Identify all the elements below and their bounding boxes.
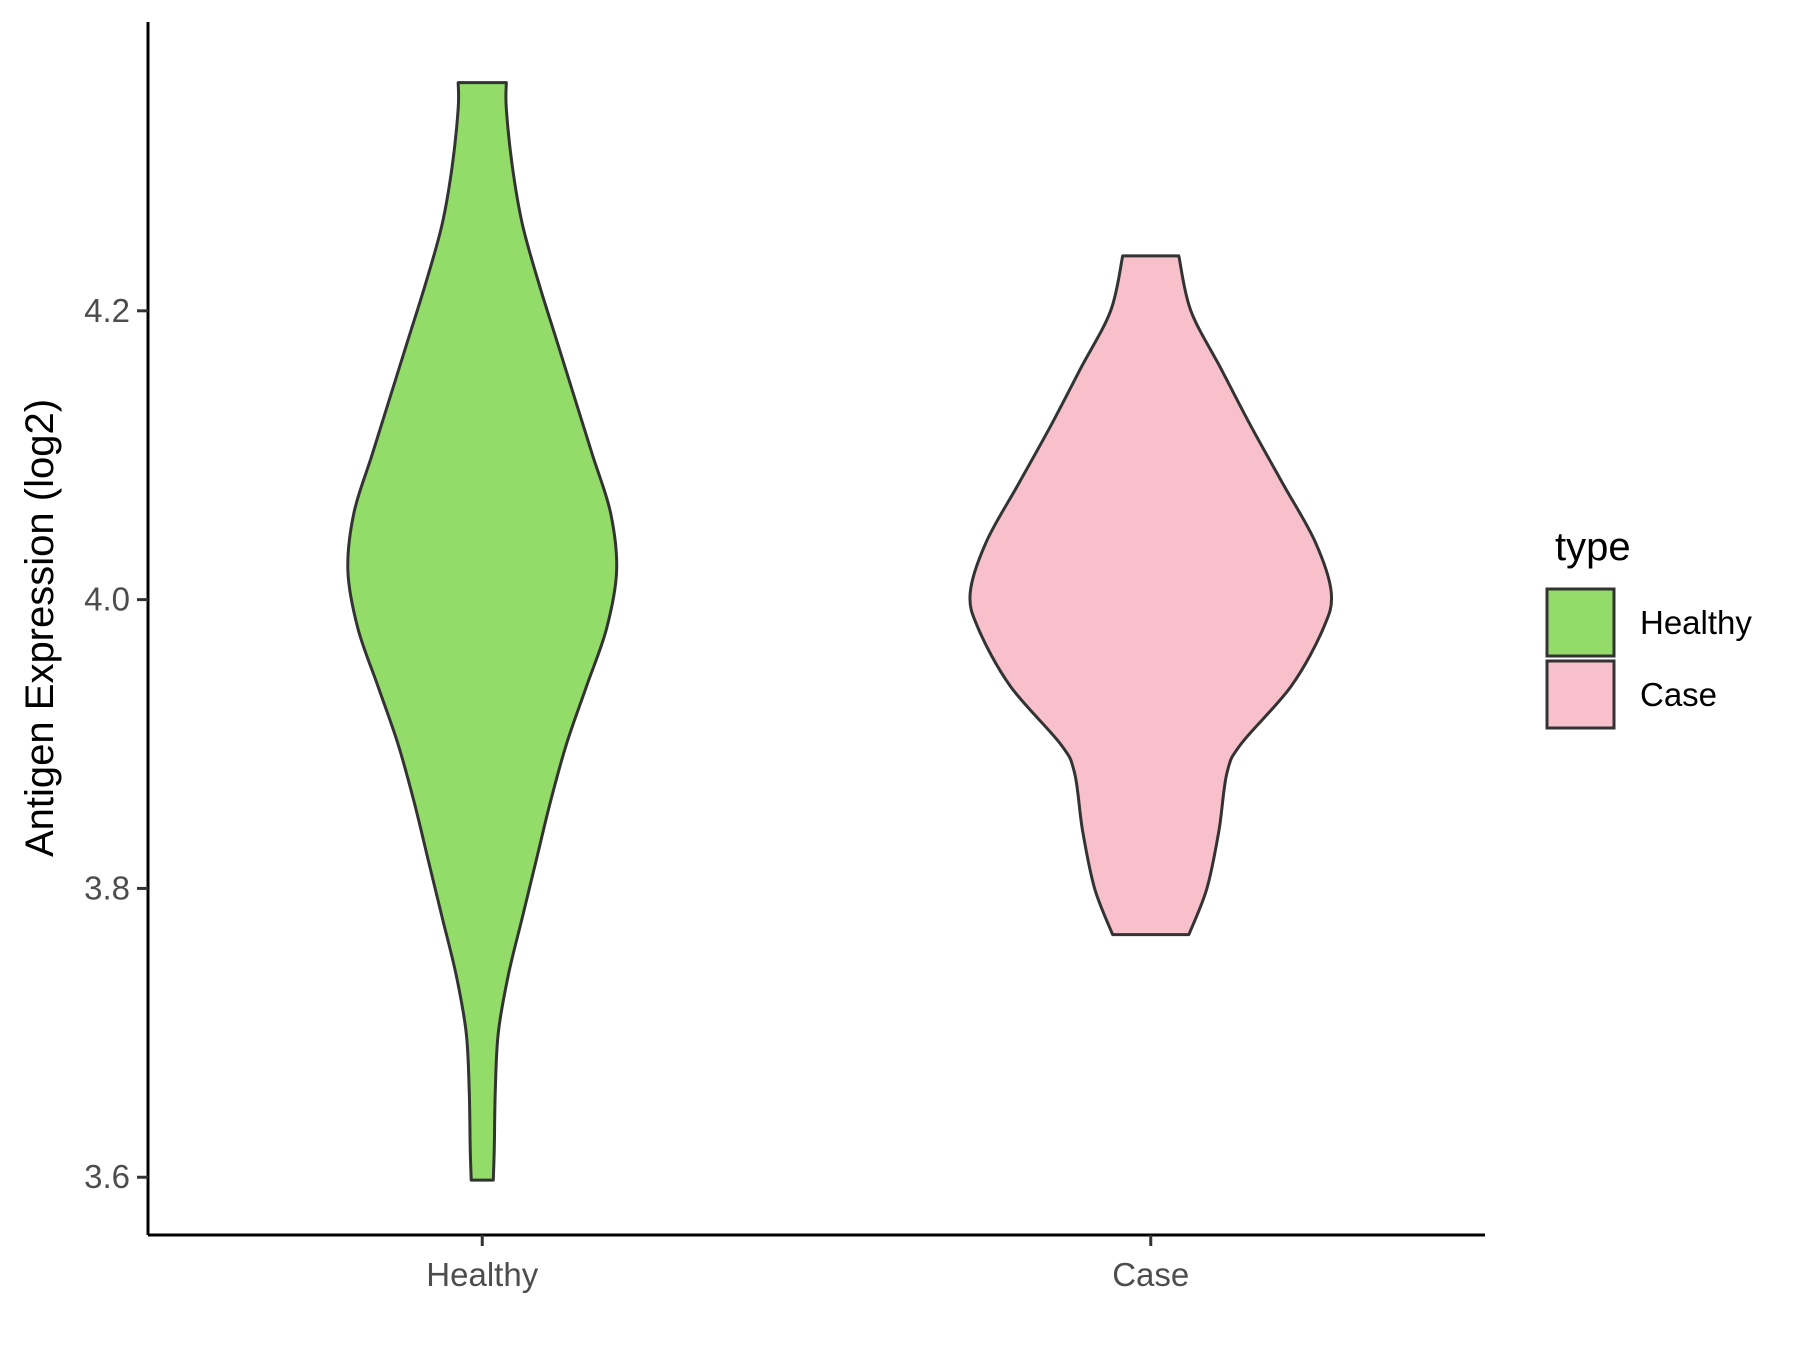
legend-swatch-case: [1545, 659, 1616, 730]
legend-label-case: Case: [1640, 676, 1717, 713]
legend-label-healthy: Healthy: [1640, 604, 1752, 641]
legend-title: type: [1555, 525, 1631, 569]
legend-entries: Healthy Case: [1545, 587, 1752, 730]
violin-healthy: [346, 81, 619, 1182]
y-tick-label: 3.6: [84, 1158, 130, 1195]
y-tick-label: 4.2: [84, 292, 130, 329]
y-axis-title: Antigen Expression (log2): [18, 399, 62, 857]
y-tick-label: 4.0: [84, 581, 130, 618]
x-axis-ticks: Healthy Case: [426, 1235, 1189, 1293]
x-tick-label: Healthy: [426, 1256, 538, 1293]
y-tick-label: 3.8: [84, 869, 130, 906]
violins: [346, 81, 1334, 1182]
y-axis-ticks: 3.6 3.8 4.0 4.2: [84, 292, 148, 1195]
plot-area: 3.6 3.8 4.0 4.2 Healthy Case: [84, 22, 1485, 1293]
legend-swatch-healthy: [1545, 587, 1616, 658]
x-tick-label: Case: [1112, 1256, 1189, 1293]
legend: type Healthy Case: [1545, 525, 1752, 730]
violin-case: [968, 254, 1334, 937]
